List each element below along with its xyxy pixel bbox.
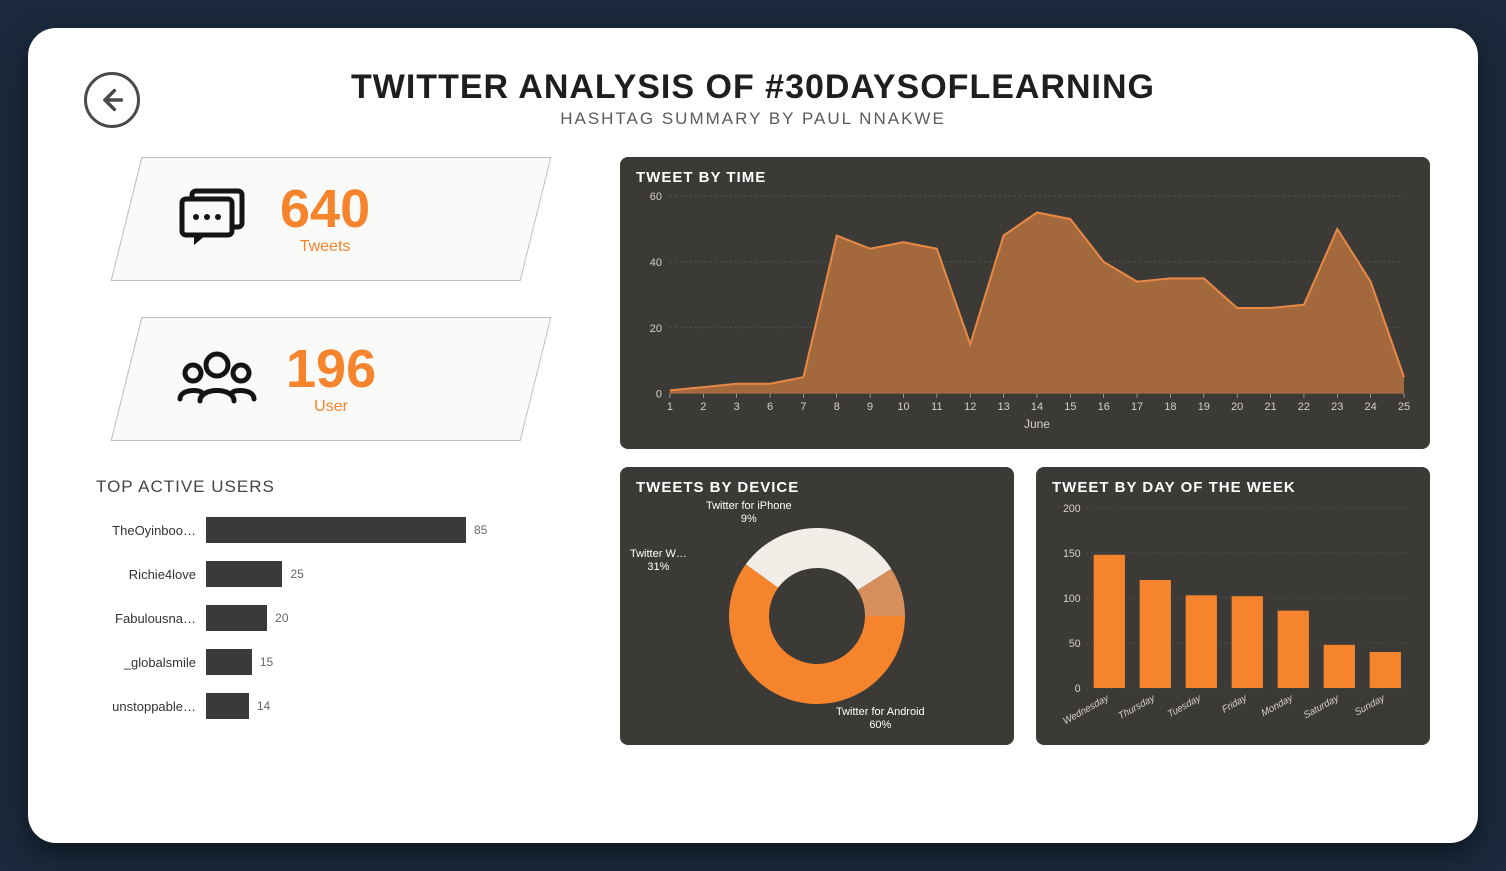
svg-text:10: 10 — [897, 401, 909, 413]
svg-text:14: 14 — [1031, 401, 1043, 413]
top-user-bar — [206, 693, 249, 719]
dashboard-frame: TWITTER ANALYSIS OF #30DAYSOFLEARNING HA… — [28, 28, 1478, 843]
top-user-name: unstoppable… — [76, 699, 206, 714]
svg-text:19: 19 — [1198, 401, 1210, 413]
svg-text:Wednesday: Wednesday — [1061, 692, 1111, 727]
top-users-title: TOP ACTIVE USERS — [96, 477, 586, 497]
users-icon — [176, 347, 258, 412]
top-user-name: _globalsmile — [76, 655, 206, 670]
svg-text:22: 22 — [1298, 401, 1310, 413]
tweet-by-day-title: TWEET BY DAY OF THE WEEK — [1052, 479, 1414, 496]
arrow-left-icon — [98, 86, 126, 114]
svg-text:17: 17 — [1131, 401, 1143, 413]
svg-text:9: 9 — [867, 401, 873, 413]
svg-text:20: 20 — [650, 323, 662, 335]
svg-text:11: 11 — [931, 401, 942, 413]
chat-icon — [176, 185, 252, 254]
top-users-chart: TheOyinboo… 85 Richie4love 25 Fabulousna… 20 _… — [76, 515, 586, 721]
svg-text:60: 60 — [650, 192, 662, 203]
svg-text:16: 16 — [1098, 401, 1110, 413]
donut-slice-label: Twitter for Android60% — [836, 706, 925, 732]
back-button[interactable] — [84, 72, 140, 128]
top-user-value: 15 — [260, 655, 273, 669]
svg-text:1: 1 — [667, 401, 673, 413]
svg-text:8: 8 — [834, 401, 840, 413]
tweet-by-day-panel: TWEET BY DAY OF THE WEEK 0 50 100 150 200 Wed… — [1036, 467, 1430, 745]
top-user-bar — [206, 605, 267, 631]
kpi-tweets-value: 640 — [280, 182, 370, 236]
tweet-by-time-chart: 0204060123678910111213141516171819202122… — [636, 192, 1414, 434]
svg-text:Monday: Monday — [1260, 692, 1296, 719]
kpi-users-label: User — [286, 398, 376, 416]
top-user-name: TheOyinboo… — [76, 523, 206, 538]
top-user-value: 25 — [290, 567, 303, 581]
kpi-users: 196 User — [126, 317, 536, 441]
top-user-bar — [206, 649, 252, 675]
svg-text:7: 7 — [800, 401, 806, 413]
donut-slice-label: Twitter W…31% — [630, 548, 687, 574]
svg-text:0: 0 — [656, 389, 662, 401]
svg-text:June: June — [1024, 417, 1050, 431]
svg-text:18: 18 — [1164, 401, 1176, 413]
donut-slice-label: Twitter for iPhone9% — [706, 500, 792, 526]
svg-text:0: 0 — [1075, 683, 1081, 695]
header: TWITTER ANALYSIS OF #30DAYSOFLEARNING HA… — [76, 68, 1430, 129]
tweets-by-device-title: TWEETS BY DEVICE — [636, 479, 998, 496]
svg-text:Thursday: Thursday — [1117, 692, 1158, 722]
svg-text:50: 50 — [1069, 638, 1081, 650]
top-user-value: 14 — [257, 699, 270, 713]
svg-text:12: 12 — [964, 401, 976, 413]
svg-text:100: 100 — [1063, 593, 1080, 605]
top-user-name: Richie4love — [76, 567, 206, 582]
kpi-tweets: 640 Tweets — [126, 157, 536, 281]
top-user-bar — [206, 561, 282, 587]
tweet-by-time-title: TWEET BY TIME — [636, 169, 1414, 186]
svg-text:Tuesday: Tuesday — [1166, 692, 1204, 720]
svg-text:25: 25 — [1398, 401, 1410, 413]
svg-text:200: 200 — [1063, 503, 1080, 515]
svg-text:23: 23 — [1331, 401, 1343, 413]
page-subtitle: HASHTAG SUMMARY BY PAUL NNAKWE — [76, 109, 1430, 129]
svg-text:Saturday: Saturday — [1302, 692, 1342, 721]
svg-text:24: 24 — [1365, 401, 1377, 413]
top-user-bar — [206, 517, 466, 543]
top-user-row: TheOyinboo… 85 — [76, 515, 586, 545]
svg-text:Sunday: Sunday — [1353, 692, 1387, 718]
svg-text:15: 15 — [1064, 401, 1076, 413]
svg-text:6: 6 — [767, 401, 773, 413]
svg-text:20: 20 — [1231, 401, 1243, 413]
kpi-tweets-label: Tweets — [280, 238, 370, 256]
top-user-name: Fabulousna… — [76, 611, 206, 626]
top-user-value: 85 — [474, 523, 487, 537]
svg-text:40: 40 — [650, 257, 662, 269]
svg-text:3: 3 — [734, 401, 740, 413]
top-user-row: unstoppable… 14 — [76, 691, 586, 721]
svg-text:150: 150 — [1063, 548, 1080, 560]
page-title: TWITTER ANALYSIS OF #30DAYSOFLEARNING — [76, 68, 1430, 107]
svg-text:Friday: Friday — [1220, 692, 1249, 716]
tweet-by-day-chart: 0 50 100 150 200 WednesdayThursday Tuesday Frid… — [1052, 502, 1414, 730]
top-user-row: _globalsmile 15 — [76, 647, 586, 677]
top-user-row: Fabulousna… 20 — [76, 603, 586, 633]
svg-text:13: 13 — [998, 401, 1010, 413]
svg-text:21: 21 — [1264, 401, 1276, 413]
tweets-by-device-panel: TWEETS BY DEVICE Twitter for iPhone9%Twi… — [620, 467, 1014, 745]
tweets-by-device-chart: Twitter for iPhone9%Twitter W…31%Twitter… — [636, 502, 998, 730]
kpi-users-value: 196 — [286, 342, 376, 396]
top-user-value: 20 — [275, 611, 288, 625]
tweet-by-time-panel: TWEET BY TIME 02040601236789101112131415… — [620, 157, 1430, 449]
top-user-row: Richie4love 25 — [76, 559, 586, 589]
svg-text:2: 2 — [700, 401, 706, 413]
